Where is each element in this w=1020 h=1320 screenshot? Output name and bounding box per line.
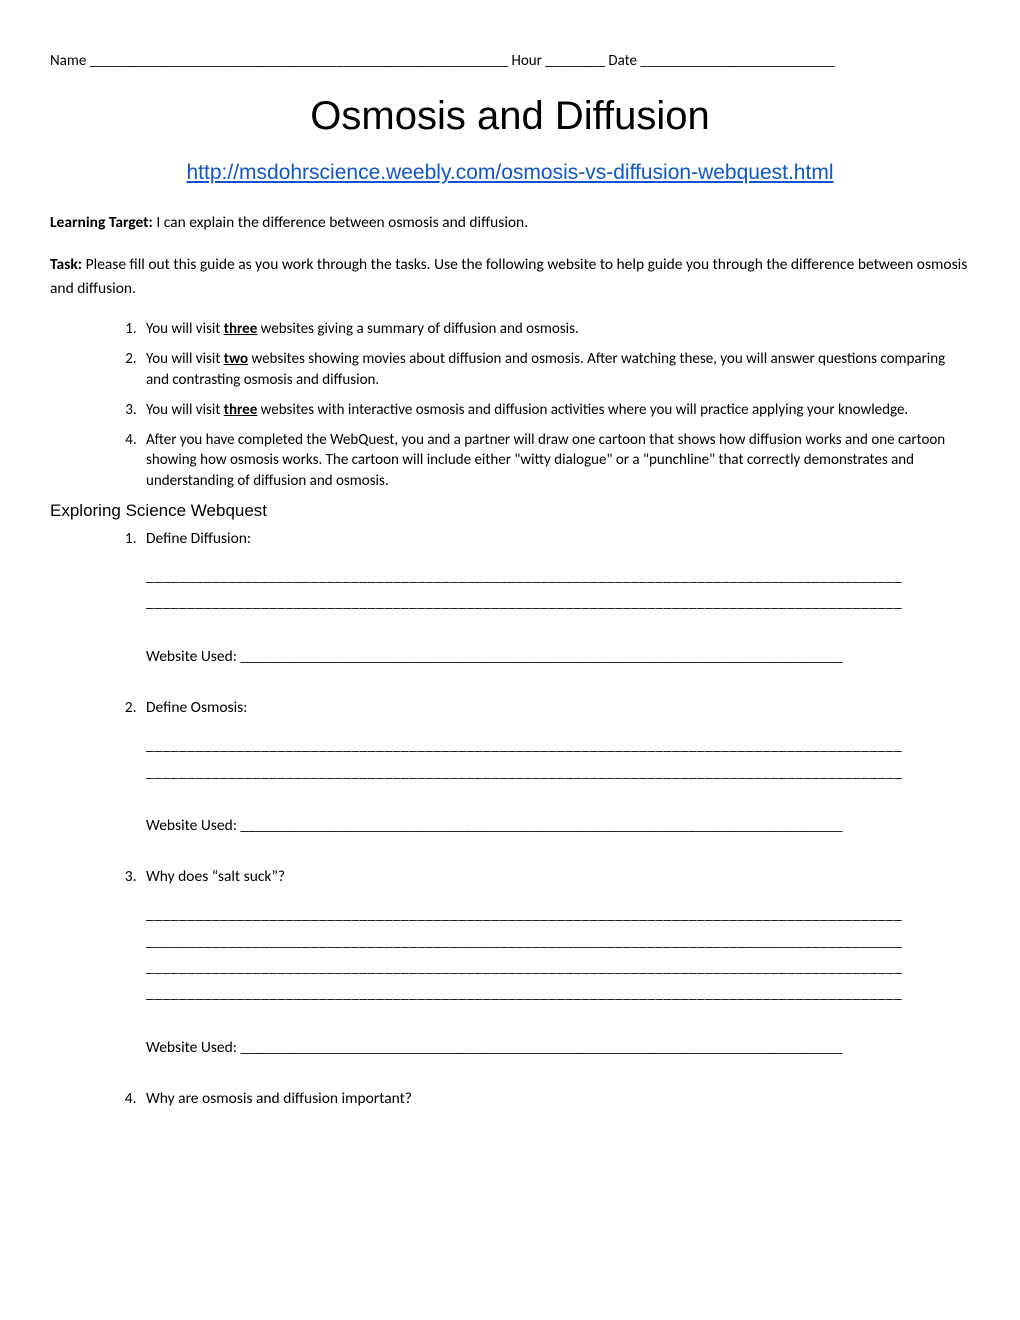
worksheet-header: Name ___________________________________… [50,52,970,70]
name-label: Name [50,52,90,70]
website-used: Website Used: __________________________… [146,1036,970,1059]
intro-task-list: You will visit three websites giving a s… [50,319,970,491]
learning-target-text: I can explain the difference between osm… [156,213,528,232]
learning-target-label: Learning Target: [50,213,156,232]
website-used: Website Used: __________________________… [146,645,970,668]
question-prompt: Define Osmosis: [146,698,247,717]
website-used: Website Used: __________________________… [146,814,970,837]
question-item: Why does “salt suck”? __________________… [140,865,970,1059]
answer-lines[interactable]: ________________________________________… [146,564,970,617]
task-text: Please fill out this guide as you work t… [50,255,967,298]
webquest-url[interactable]: http://msdohrscience.weebly.com/osmosis-… [50,161,970,185]
question-item: Define Osmosis: ________________________… [140,696,970,837]
question-item: Why are osmosis and diffusion important? [140,1087,970,1110]
question-item: Define Diffusion: ______________________… [140,527,970,668]
list-item: You will visit two websites showing movi… [140,349,970,390]
question-prompt: Why does “salt suck”? [146,867,285,886]
list-item: After you have completed the WebQuest, y… [140,430,970,491]
hour-label: Hour [508,52,545,70]
question-prompt: Define Diffusion: [146,529,251,548]
question-prompt: Why are osmosis and diffusion important? [146,1089,412,1108]
learning-target: Learning Target: I can explain the diffe… [50,211,970,235]
list-item: You will visit three websites giving a s… [140,319,970,339]
task: Task: Please fill out this guide as you … [50,253,970,301]
question-list: Define Diffusion: ______________________… [50,527,970,1111]
date-blank[interactable]: __________________________ [640,52,834,70]
date-label: Date [605,52,640,70]
list-item: You will visit three websites with inter… [140,400,970,420]
task-label: Task: [50,255,86,274]
page-title: Osmosis and Diffusion [50,94,970,139]
webquest-heading: Exploring Science Webquest [50,501,970,521]
name-blank[interactable]: ________________________________________… [90,52,508,70]
answer-lines[interactable]: ________________________________________… [146,902,970,1007]
answer-lines[interactable]: ________________________________________… [146,733,970,786]
hour-blank[interactable]: ________ [545,52,605,70]
